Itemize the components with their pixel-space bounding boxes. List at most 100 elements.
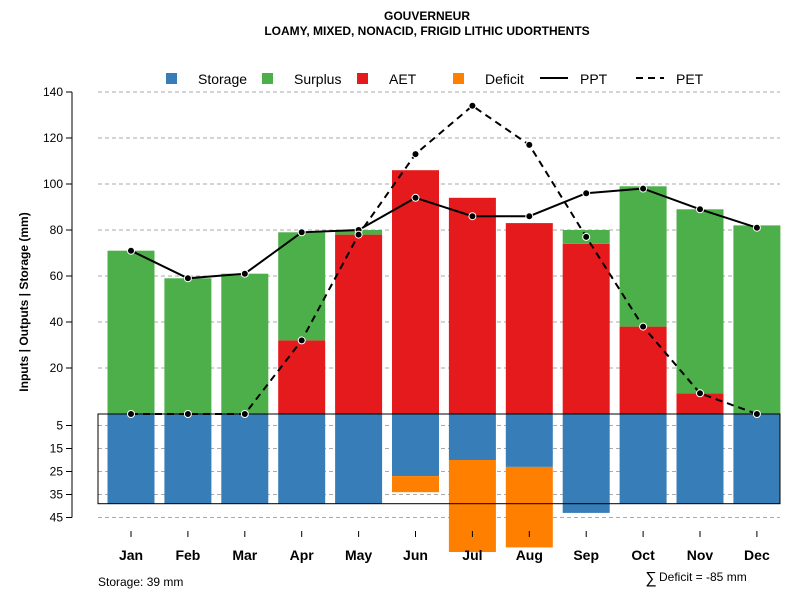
storage-bar bbox=[562, 414, 610, 513]
surplus-bar bbox=[278, 232, 326, 341]
x-tick-label: Mar bbox=[232, 547, 257, 563]
y-tick-label: 5 bbox=[56, 419, 63, 433]
pet-point bbox=[582, 232, 591, 241]
aet-bar bbox=[335, 234, 383, 414]
surplus-bar bbox=[619, 186, 667, 327]
legend-surplus-swatch bbox=[262, 73, 273, 84]
y-tick-label: 120 bbox=[43, 131, 63, 145]
pet-point bbox=[468, 101, 477, 110]
legend-aet-swatch bbox=[357, 73, 368, 84]
axes: 20 40 60 80 100 120 140 5 15 25 35 45 Jan Feb Mar Apr Ma… bbox=[43, 85, 770, 563]
storage-bar bbox=[164, 414, 212, 504]
y-tick-label: 15 bbox=[50, 442, 64, 456]
storage-bar bbox=[676, 414, 724, 504]
y-tick-label: 100 bbox=[43, 177, 63, 191]
lines bbox=[127, 101, 761, 418]
pet-line bbox=[131, 104, 758, 415]
legend-surplus-label: Surplus bbox=[294, 71, 341, 87]
ppt-point bbox=[297, 228, 306, 237]
ppt-point bbox=[240, 269, 249, 278]
chart-title: GOUVERNEUR bbox=[384, 9, 470, 23]
x-tick-label: Apr bbox=[290, 547, 315, 563]
pet-point bbox=[696, 389, 704, 398]
y-tick-label: 20 bbox=[50, 361, 64, 375]
storage-bar bbox=[335, 414, 383, 504]
pet-point bbox=[411, 150, 420, 159]
legend-pet-label: PET bbox=[676, 71, 704, 87]
surplus-bar bbox=[107, 250, 155, 414]
y-tick-label: 45 bbox=[50, 511, 64, 525]
aet-bar bbox=[562, 243, 610, 414]
ppt-point bbox=[752, 223, 761, 232]
y-tick-label: 140 bbox=[43, 85, 63, 99]
deficit-sum-icon: ∑ bbox=[645, 570, 656, 587]
storage-bar bbox=[619, 414, 667, 504]
ppt-point bbox=[696, 205, 704, 214]
y-tick-label: 25 bbox=[50, 465, 64, 479]
legend-aet-label: AET bbox=[389, 71, 417, 87]
x-tick-label: May bbox=[345, 547, 372, 563]
x-tick-label: Dec bbox=[744, 547, 770, 563]
y-tick-label: 80 bbox=[50, 223, 64, 237]
x-tick-label: Jul bbox=[462, 547, 482, 563]
x-tick-label: Feb bbox=[175, 547, 200, 563]
x-tick-label: Aug bbox=[516, 547, 543, 563]
x-tick-label: Jan bbox=[119, 547, 143, 563]
y-tick-label: 60 bbox=[50, 269, 64, 283]
legend: Storage Surplus AET Deficit PPT PET bbox=[166, 71, 704, 87]
pet-point bbox=[297, 336, 306, 345]
pet-point bbox=[752, 410, 761, 418]
pet-point bbox=[639, 322, 648, 331]
storage-bar bbox=[392, 414, 439, 477]
legend-deficit-label: Deficit bbox=[485, 71, 524, 87]
x-tick-label: Jun bbox=[403, 547, 428, 563]
aet-bar bbox=[676, 393, 724, 414]
storage-bar bbox=[505, 414, 553, 467]
storage-bar bbox=[448, 414, 496, 460]
aet-bar bbox=[448, 197, 496, 414]
legend-ppt-label: PPT bbox=[580, 71, 608, 87]
storage-note: Storage: 39 mm bbox=[98, 575, 183, 589]
surplus-bar bbox=[221, 273, 269, 414]
storage-capacity-box bbox=[97, 413, 781, 505]
pet-point bbox=[240, 410, 249, 418]
y-tick-label: 40 bbox=[50, 315, 64, 329]
legend-deficit-swatch bbox=[453, 73, 464, 84]
aet-bar bbox=[278, 340, 326, 414]
ppt-point bbox=[127, 246, 135, 255]
aet-bar bbox=[505, 223, 553, 414]
surplus-bar bbox=[164, 278, 212, 414]
ppt-point bbox=[183, 274, 192, 283]
deficit-note: Deficit = -85 mm bbox=[659, 570, 747, 584]
x-tick-label: Nov bbox=[687, 547, 714, 563]
ppt-point bbox=[639, 184, 648, 193]
surplus-bar bbox=[676, 209, 724, 394]
legend-storage-swatch bbox=[166, 73, 177, 84]
pet-point bbox=[354, 230, 363, 239]
x-tick-label: Oct bbox=[631, 547, 655, 563]
storage-bar bbox=[221, 414, 269, 504]
pet-point bbox=[127, 410, 135, 418]
storage-bar bbox=[107, 414, 155, 504]
storage-bar bbox=[278, 414, 326, 504]
bars bbox=[97, 170, 781, 552]
ppt-point bbox=[525, 212, 534, 221]
ppt-point bbox=[411, 193, 420, 202]
x-tick-label: Sep bbox=[573, 547, 599, 563]
chart-subtitle: LOAMY, MIXED, NONACID, FRIGID LITHIC UDO… bbox=[264, 24, 589, 38]
aet-bar bbox=[619, 326, 667, 414]
deficit-bar bbox=[448, 460, 496, 552]
aet-bar bbox=[392, 170, 439, 414]
storage-bar bbox=[733, 414, 781, 504]
ppt-point bbox=[468, 212, 477, 221]
ppt-line bbox=[130, 187, 758, 280]
pet-point bbox=[525, 140, 534, 149]
surplus-bar bbox=[733, 225, 781, 414]
y-axis-label: Inputs | Outputs | Storage (mm) bbox=[17, 212, 31, 391]
y-tick-label: 35 bbox=[50, 488, 64, 502]
ppt-point bbox=[582, 189, 591, 198]
pet-point bbox=[183, 410, 192, 418]
deficit-bar bbox=[392, 476, 439, 493]
legend-storage-label: Storage bbox=[198, 71, 247, 87]
